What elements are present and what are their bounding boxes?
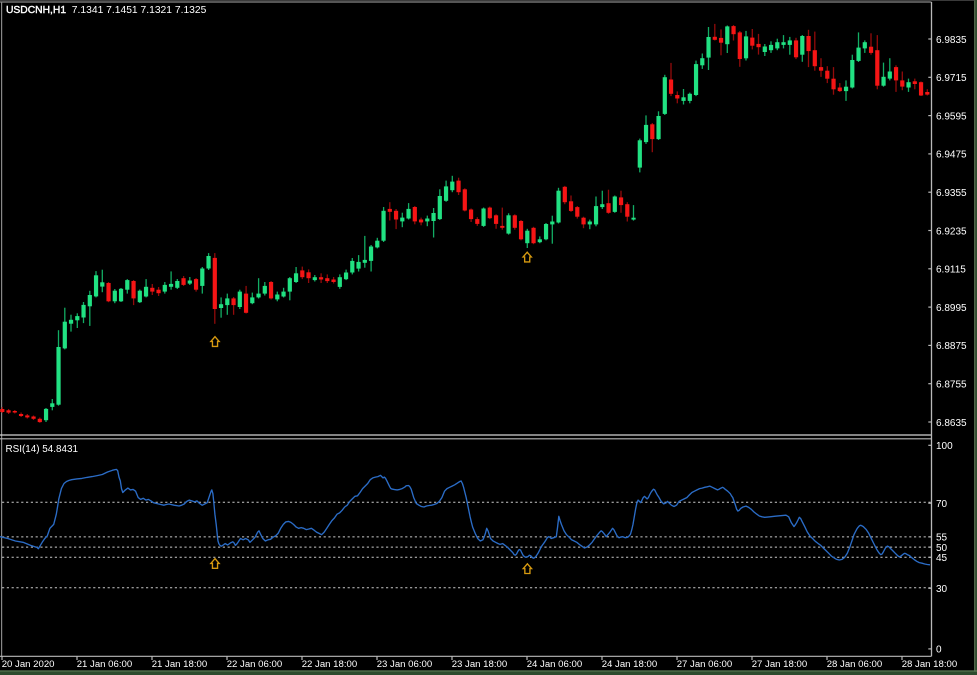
svg-text:45: 45 [936, 553, 948, 564]
svg-text:24 Jan 18:00: 24 Jan 18:00 [602, 659, 657, 670]
svg-text:20 Jan 2020: 20 Jan 2020 [2, 659, 55, 670]
svg-text:6.9475: 6.9475 [936, 150, 967, 161]
svg-text:6.9715: 6.9715 [936, 73, 967, 84]
svg-text:6.8995: 6.8995 [936, 303, 967, 314]
svg-text:6.8875: 6.8875 [936, 341, 967, 352]
svg-text:28 Jan 06:00: 28 Jan 06:00 [827, 659, 882, 670]
svg-text:21 Jan 06:00: 21 Jan 06:00 [77, 659, 132, 670]
svg-text:0: 0 [936, 645, 942, 656]
svg-text:6.9835: 6.9835 [936, 35, 967, 46]
svg-text:6.9115: 6.9115 [936, 265, 966, 276]
svg-text:6.9235: 6.9235 [936, 226, 967, 237]
svg-text:55: 55 [936, 533, 948, 544]
svg-text:22 Jan 18:00: 22 Jan 18:00 [302, 659, 357, 670]
svg-text:23 Jan 06:00: 23 Jan 06:00 [377, 659, 432, 670]
svg-text:6.9595: 6.9595 [936, 111, 967, 122]
svg-text:30: 30 [936, 584, 948, 595]
svg-text:6.8755: 6.8755 [936, 380, 967, 391]
svg-text:6.9355: 6.9355 [936, 188, 967, 199]
svg-text:22 Jan 06:00: 22 Jan 06:00 [227, 659, 282, 670]
svg-text:USDCNH,H1 7.1341 7.1451 7.132: USDCNH,H1 7.1341 7.1451 7.1321 7.1325 [6, 5, 207, 16]
svg-text:27 Jan 06:00: 27 Jan 06:00 [677, 659, 732, 670]
svg-text:24 Jan 06:00: 24 Jan 06:00 [527, 659, 582, 670]
svg-text:6.8635: 6.8635 [936, 418, 967, 429]
svg-text:28 Jan 18:00: 28 Jan 18:00 [902, 659, 957, 670]
svg-text:50: 50 [936, 543, 948, 554]
svg-text:70: 70 [936, 499, 948, 510]
svg-text:100: 100 [936, 441, 953, 452]
svg-text:21 Jan 18:00: 21 Jan 18:00 [152, 659, 207, 670]
svg-text:27 Jan 18:00: 27 Jan 18:00 [752, 659, 807, 670]
svg-text:23 Jan 18:00: 23 Jan 18:00 [452, 659, 507, 670]
svg-text:RSI(14) 54.8431: RSI(14) 54.8431 [6, 444, 79, 455]
